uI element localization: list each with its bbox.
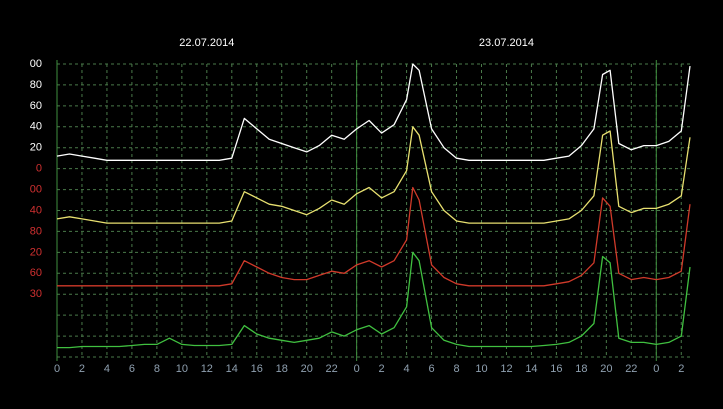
x-tick-label: 14 bbox=[525, 363, 537, 375]
x-tick-label: 4 bbox=[404, 363, 410, 375]
y-tick-label: 20 bbox=[30, 142, 42, 154]
x-tick-label: 2 bbox=[79, 363, 85, 375]
x-tick-label: 6 bbox=[428, 363, 434, 375]
x-tick-label: 0 bbox=[54, 363, 60, 375]
y-tick-label: 00 bbox=[30, 183, 42, 195]
x-tick-label: 12 bbox=[201, 363, 213, 375]
y-tick-label: 40 bbox=[30, 121, 42, 133]
x-tick-label: 8 bbox=[453, 363, 459, 375]
x-tick-label: 0 bbox=[653, 363, 659, 375]
y-tick-label: 60 bbox=[30, 100, 42, 112]
x-tick-label: 20 bbox=[600, 363, 612, 375]
x-tick-label: 16 bbox=[251, 363, 263, 375]
date-label: 22.07.2014 bbox=[179, 37, 234, 49]
x-tick-label: 8 bbox=[154, 363, 160, 375]
x-tick-label: 12 bbox=[500, 363, 512, 375]
y-tick-label: 80 bbox=[30, 225, 42, 237]
series-line bbox=[57, 186, 691, 287]
x-tick-label: 4 bbox=[104, 363, 110, 375]
x-tick-label: 6 bbox=[129, 363, 135, 375]
y-tick-label: 20 bbox=[30, 246, 42, 258]
x-tick-label: 2 bbox=[379, 363, 385, 375]
y-tick-label: 00 bbox=[30, 58, 42, 70]
y-tick-label: 80 bbox=[30, 79, 42, 91]
series-line bbox=[57, 251, 691, 349]
x-tick-label: 2 bbox=[678, 363, 684, 375]
x-tick-label: 18 bbox=[575, 363, 587, 375]
x-tick-label: 20 bbox=[301, 363, 313, 375]
x-tick-label: 10 bbox=[176, 363, 188, 375]
series-line bbox=[56, 126, 691, 224]
x-tick-label: 10 bbox=[475, 363, 487, 375]
y-tick-label: 40 bbox=[30, 204, 42, 216]
series-line bbox=[56, 63, 691, 161]
x-tick-label: 22 bbox=[625, 363, 637, 375]
x-tick-label: 16 bbox=[550, 363, 562, 375]
y-tick-label: 30 bbox=[30, 288, 42, 300]
date-label: 23.07.2014 bbox=[479, 37, 534, 49]
x-tick-label: 14 bbox=[226, 363, 238, 375]
x-tick-label: 0 bbox=[354, 363, 360, 375]
x-tick-label: 18 bbox=[276, 363, 288, 375]
x-tick-label: 22 bbox=[326, 363, 338, 375]
y-tick-label: 60 bbox=[30, 267, 42, 279]
y-tick-label: 0 bbox=[36, 163, 42, 175]
